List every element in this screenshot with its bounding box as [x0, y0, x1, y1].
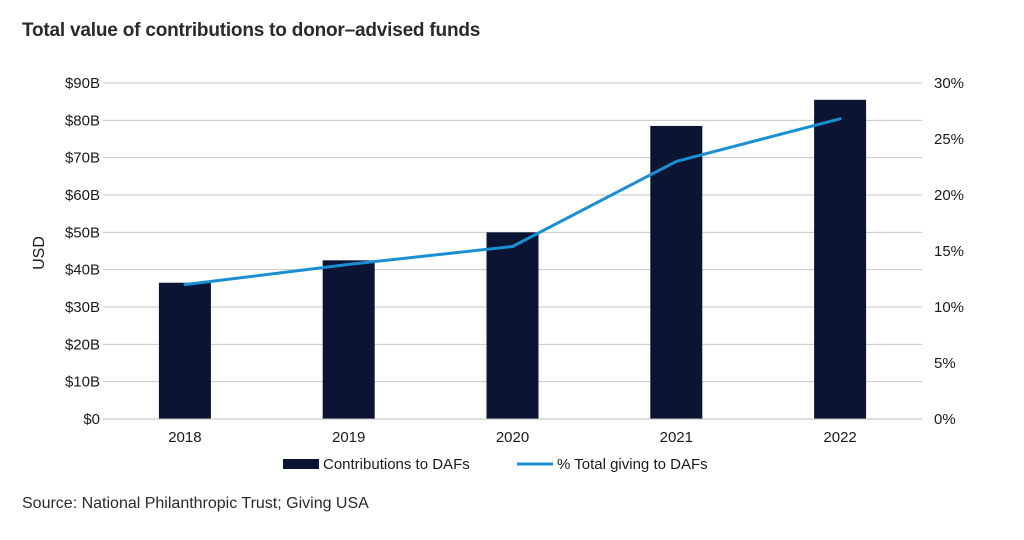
left-y-tick-label: $70B	[65, 150, 100, 167]
left-y-tick-label: $10B	[65, 374, 100, 391]
x-axis: 2018 2019 2020 2021 2022	[168, 429, 857, 446]
left-y-tick-label: $0	[83, 411, 100, 428]
left-y-tick-label: $60B	[65, 187, 100, 204]
left-y-tick-label: $50B	[65, 224, 100, 241]
x-tick-label: 2021	[660, 429, 693, 446]
right-y-tick-label: 30%	[934, 75, 964, 92]
bar-2018	[158, 282, 211, 419]
left-y-tick-label: $80B	[65, 112, 100, 129]
legend-label-bar: Contributions to DAFs	[323, 456, 470, 473]
right-y-tick-label: 10%	[934, 299, 964, 316]
legend-label-line: % Total giving to DAFs	[557, 456, 708, 473]
right-y-tick-label: 5%	[934, 355, 956, 372]
legend-swatch-bar	[283, 459, 319, 469]
line-percent-total-giving	[183, 117, 842, 287]
chart-title: Total value of contributions to donor–ad…	[22, 20, 481, 41]
bar-series	[158, 99, 867, 420]
bar-2019	[322, 260, 375, 419]
x-tick-label: 2019	[332, 429, 365, 446]
line-series	[183, 117, 842, 287]
x-tick-label: 2018	[168, 429, 201, 446]
right-y-tick-label: 20%	[934, 187, 964, 204]
right-y-tick-label: 25%	[934, 131, 964, 148]
x-tick-label: 2022	[823, 429, 856, 446]
bar-2020	[486, 232, 539, 419]
legend: Contributions to DAFs % Total giving to D…	[283, 456, 708, 473]
right-y-tick-label: 0%	[934, 411, 956, 428]
bar-2021	[650, 125, 703, 419]
left-y-tick-label: $40B	[65, 262, 100, 279]
x-tick-label: 2020	[496, 429, 529, 446]
source-note: Source: National Philanthropic Trust; Gi…	[22, 495, 369, 512]
left-y-tick-label: $30B	[65, 299, 100, 316]
left-y-axis: $0 $10B $20B $30B $40B $50B $60B $70B $80B $90B	[65, 75, 100, 428]
left-y-tick-label: $20B	[65, 336, 100, 353]
bar-2022	[814, 99, 867, 420]
y-axis-title: USD	[31, 236, 48, 270]
left-y-tick-label: $90B	[65, 75, 100, 92]
right-y-axis: 0% 5% 10% 15% 20% 25% 30%	[934, 75, 964, 428]
right-y-tick-label: 15%	[934, 243, 964, 260]
